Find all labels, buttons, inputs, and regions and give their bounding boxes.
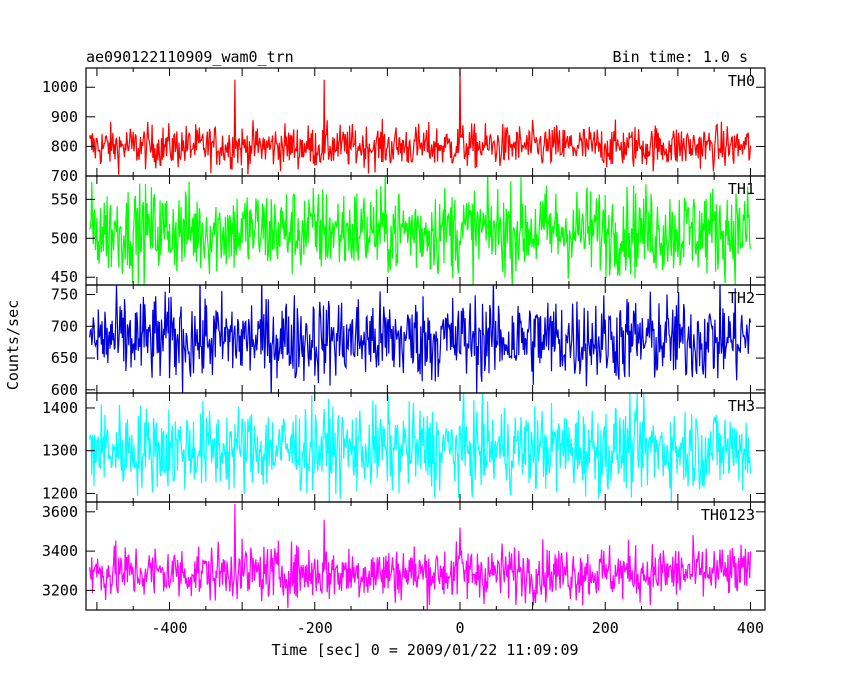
panel-th0: 700 800 900 1000 TH0 [42,67,766,185]
x-tick-label: -400 [151,619,187,637]
x-tick-label: 0 [455,619,464,637]
y-tick-label: 500 [51,229,78,247]
y-tick-label: 900 [51,108,78,126]
bin-time-label: Bin time: 1.0 s [613,48,748,66]
y-tick-label: 550 [51,190,78,208]
panel-label: TH1 [728,180,755,198]
y-tick-label: 750 [51,286,78,304]
panel-frame [85,501,766,611]
panel-th1: 450 500 550 TH1 [51,175,766,286]
y-tick-label: 1300 [42,442,78,460]
panel-th0123: 3200 3400 3600 TH0123 [42,501,766,611]
x-axis-label: Time [sec] 0 = 2009/01/22 11:09:09 [271,641,578,659]
series-th0123 [89,503,752,610]
series-th3 [89,393,752,502]
y-tick-label: 3600 [42,503,78,521]
y-tick-label: 3400 [42,542,78,560]
panel-frame [85,67,766,177]
y-tick-label: 700 [51,317,78,335]
x-tick-label: 400 [737,619,764,637]
panel-th3: 1200 1300 1400 TH3 [42,392,766,503]
y-tick-label: 1200 [42,484,78,502]
panel-label: TH0 [728,72,755,90]
y-tick-label: 800 [51,137,78,155]
panels-layer: 700 800 900 1000 TH0 450 500 550 TH1 600 650 700 750… [42,67,766,637]
y-tick-label: 700 [51,167,78,185]
y-tick-label: 600 [51,381,78,399]
y-tick-label: 1400 [42,399,78,417]
panel-label: TH2 [728,289,755,307]
y-tick-label: 1000 [42,78,78,96]
chart-title: ae090122110909_wam0_trn [86,48,294,66]
y-tick-label: 3200 [42,581,78,599]
x-tick-label: -200 [297,619,333,637]
panel-th2: 600 650 700 750 TH2 [51,284,766,399]
y-tick-label: 450 [51,268,78,286]
panel-label: TH0123 [701,506,755,524]
y-axis-label: Counts/sec [4,300,22,390]
series-th1 [89,176,752,285]
y-tick-label: 650 [51,349,78,367]
x-tick-label: 200 [592,619,619,637]
series-th2 [89,285,752,393]
series-th0 [89,68,752,175]
panel-label: TH3 [728,397,755,415]
